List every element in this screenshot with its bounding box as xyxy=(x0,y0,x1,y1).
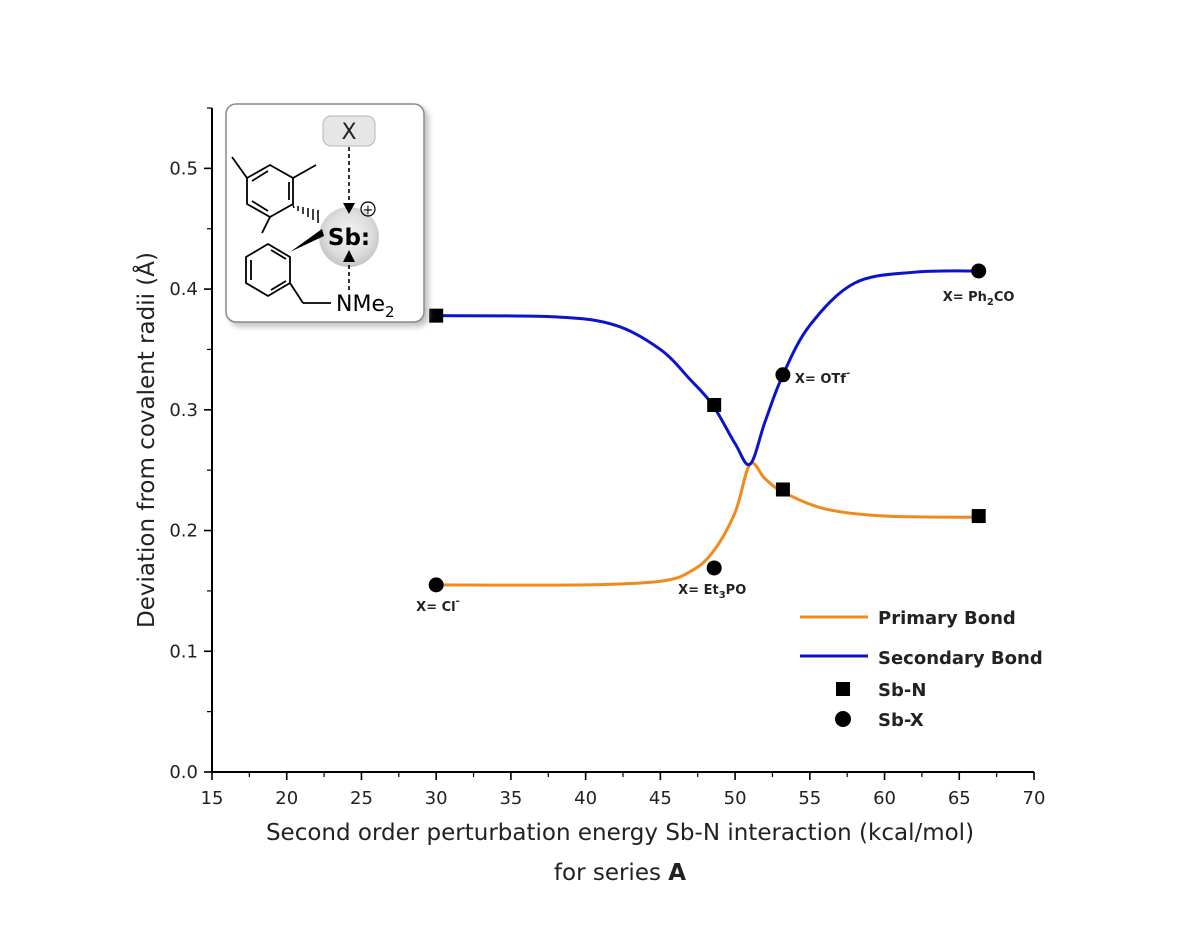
legend-label-primary-bond: Primary Bond xyxy=(878,608,1016,629)
y-tick-label: 0.2 xyxy=(169,521,198,542)
annotation-subscript: 2 xyxy=(987,297,994,308)
annotation-otf: X= OTf- xyxy=(795,368,850,387)
legend-label-sb-x: Sb-X xyxy=(878,710,924,731)
arrow-down-icon xyxy=(343,203,355,214)
x-tick-label: 60 xyxy=(873,788,896,809)
marker-sb-n xyxy=(707,397,722,412)
annotation-subscript: 3 xyxy=(719,590,726,601)
curves xyxy=(436,269,979,587)
nme-label: NMe xyxy=(336,292,385,317)
x-tick-label: 70 xyxy=(1023,788,1046,809)
y-tick-label: 0.3 xyxy=(169,400,198,421)
x-tick-label: 65 xyxy=(948,788,971,809)
legend: Primary Bond Secondary Bond Sb-N Sb-X xyxy=(800,608,1043,731)
x-tick-label: 25 xyxy=(350,788,373,809)
inset-frame xyxy=(225,103,425,323)
aryl-ring xyxy=(245,242,331,304)
y-axis-title: Deviation from covalent radii (Å) xyxy=(132,252,160,628)
curve-primary-bond xyxy=(436,461,979,587)
markers xyxy=(428,263,987,593)
annotation-ph2co: X= Ph2CO xyxy=(943,290,1015,308)
y-ticks: 0.0 0.1 0.2 0.3 0.4 0.5 xyxy=(169,107,212,783)
y-tick-label: 0.5 xyxy=(169,158,198,179)
curve-secondary-bond xyxy=(436,269,979,467)
annotation-et3po: X= Et3PO xyxy=(678,583,746,601)
nme2-label: NMe2 xyxy=(336,292,395,321)
annotation-text: X= OTf xyxy=(795,372,846,387)
sb-label: Sb: xyxy=(328,225,370,251)
x-axis-title-line2: for series A xyxy=(554,860,686,886)
x-tick-label: 50 xyxy=(724,788,747,809)
x-ticks: 15 20 25 30 35 40 45 50 55 60 65 70 xyxy=(201,772,1046,809)
arrow-up-icon xyxy=(343,250,355,262)
x-axis-title: Second order perturbation energy Sb-N in… xyxy=(266,820,974,846)
annotation-text-rest: CO xyxy=(994,290,1015,305)
x-tick-label: 40 xyxy=(574,788,597,809)
marker-sb-n xyxy=(775,482,790,497)
x-tick-label: 45 xyxy=(649,788,672,809)
series-label-bold: A xyxy=(668,860,686,886)
sb-glow xyxy=(319,207,379,267)
nme-subscript: 2 xyxy=(385,303,395,321)
x-tick-label: 15 xyxy=(201,788,224,809)
x-tick-label: 55 xyxy=(798,788,821,809)
plus-charge-symbol: + xyxy=(363,203,374,218)
annotation-text: X= Et xyxy=(678,583,719,598)
marker-sb-x xyxy=(971,263,987,279)
plus-charge-circle xyxy=(360,201,376,217)
annotation-superscript: - xyxy=(456,596,460,607)
annotation-cl: X= Cl- xyxy=(416,596,460,615)
y-tick-label: 0.1 xyxy=(169,641,198,662)
legend-swatch-sb-n xyxy=(836,682,850,696)
annotation-superscript: - xyxy=(846,368,850,379)
hashed-wedge-bond xyxy=(292,204,319,223)
y-tick-label: 0.4 xyxy=(169,279,198,300)
x-label-box xyxy=(322,115,376,147)
legend-label-secondary-bond: Secondary Bond xyxy=(878,648,1043,669)
molecule-inset: X Sb: + xyxy=(225,103,425,323)
marker-sb-x xyxy=(706,560,722,576)
marker-sb-n xyxy=(971,509,986,524)
x-tick-label: 35 xyxy=(499,788,522,809)
marker-sb-n xyxy=(429,308,444,323)
marker-sb-x xyxy=(775,367,791,383)
annotation-text-rest: PO xyxy=(726,583,747,598)
y-tick-label: 0.0 xyxy=(169,762,198,783)
x-tick-label: 20 xyxy=(275,788,298,809)
annotation-text: X= Ph xyxy=(943,290,987,305)
mesityl-ring xyxy=(231,156,317,234)
annotation-text: X= Cl xyxy=(416,600,455,615)
legend-swatch-sb-x xyxy=(835,711,851,727)
marker-sb-x xyxy=(428,577,444,593)
solid-wedge-bond xyxy=(290,229,324,252)
x-tick-label: 30 xyxy=(425,788,448,809)
x-label: X xyxy=(341,120,356,145)
x-axis-title-line2-prefix: for series xyxy=(554,860,668,886)
legend-label-sb-n: Sb-N xyxy=(878,680,926,701)
